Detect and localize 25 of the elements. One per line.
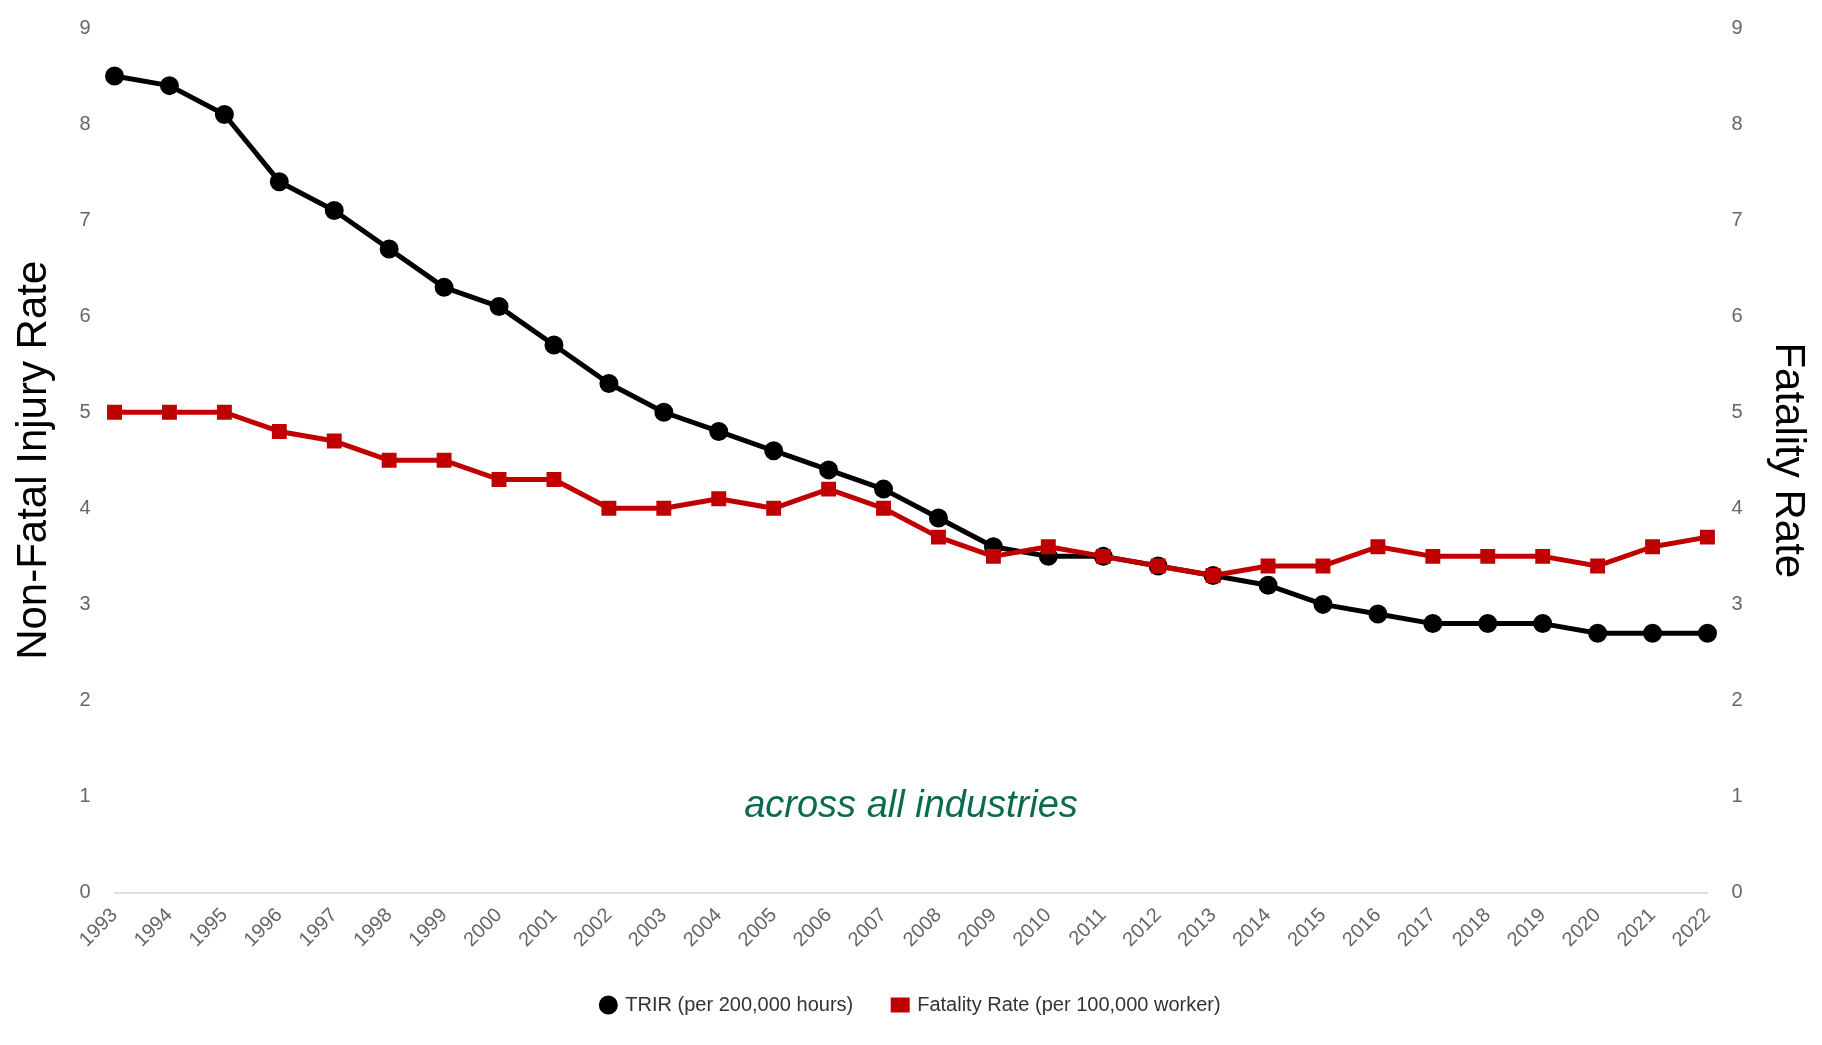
y-axis-title: Non-Fatal Injury Rate bbox=[7, 260, 55, 660]
y2-tick-label: 5 bbox=[1731, 399, 1743, 422]
y-tick-label: 5 bbox=[79, 399, 91, 422]
y-tick-label: 7 bbox=[79, 207, 91, 230]
y-tick-label: 9 bbox=[79, 15, 91, 38]
y-tick-label: 3 bbox=[79, 591, 91, 614]
y2-tick-label: 4 bbox=[1731, 495, 1743, 518]
y-tick-label: 4 bbox=[79, 495, 91, 518]
legend-label: Fatality Rate (per 100,000 worker) bbox=[917, 992, 1221, 1015]
y-tick-label: 8 bbox=[79, 111, 91, 134]
annotation: across all industries bbox=[744, 782, 1078, 825]
y-tick-label: 2 bbox=[79, 687, 91, 710]
y2-tick-label: 8 bbox=[1731, 111, 1743, 134]
y-tick-label: 6 bbox=[79, 303, 91, 326]
y2-tick-label: 2 bbox=[1731, 687, 1743, 710]
y2-axis-title: Fatality Rate bbox=[1767, 342, 1815, 579]
y2-tick-label: 1 bbox=[1731, 784, 1743, 807]
y2-tick-label: 3 bbox=[1731, 591, 1743, 614]
y2-tick-label: 0 bbox=[1731, 880, 1743, 903]
y2-tick-label: 7 bbox=[1731, 207, 1743, 230]
legend-label: TRIR (per 200,000 hours) bbox=[625, 992, 854, 1015]
y-tick-label: 1 bbox=[79, 784, 91, 807]
y2-tick-label: 9 bbox=[1731, 15, 1743, 38]
y2-tick-label: 6 bbox=[1731, 303, 1743, 326]
y-tick-label: 0 bbox=[79, 880, 91, 903]
